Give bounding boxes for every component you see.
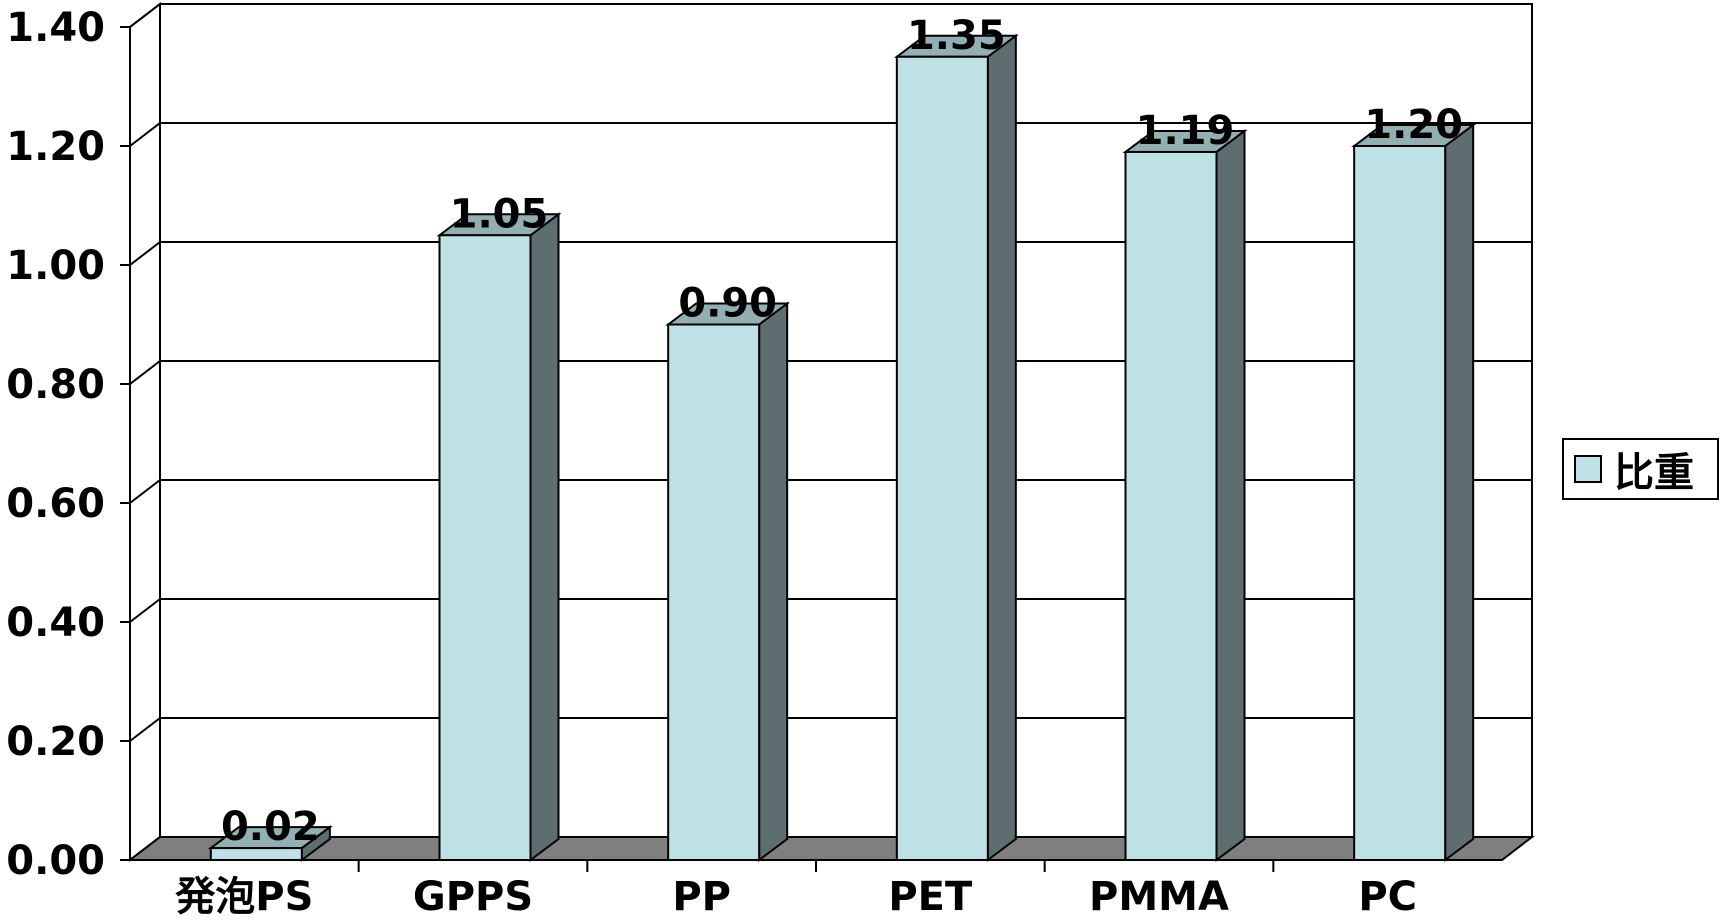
bar bbox=[1122, 128, 1248, 862]
data-label: 1.19 bbox=[1136, 108, 1235, 154]
y-tick-label: 1.20 bbox=[6, 124, 105, 170]
chart-walls bbox=[129, 1, 1533, 863]
data-label: 0.02 bbox=[221, 804, 320, 850]
legend: 比重 bbox=[1562, 438, 1719, 500]
x-tick-label: PET bbox=[888, 874, 973, 920]
bar bbox=[1351, 123, 1477, 862]
x-tick-label: PMMA bbox=[1089, 874, 1229, 920]
floor-plane bbox=[127, 836, 1535, 861]
bar bbox=[665, 301, 791, 862]
y-tick-label: 0.80 bbox=[6, 362, 105, 408]
bar-side bbox=[1444, 123, 1475, 862]
y-tick-label: 1.40 bbox=[6, 5, 105, 51]
bar bbox=[436, 212, 562, 862]
gridline-side bbox=[129, 598, 161, 623]
data-label: 0.90 bbox=[678, 281, 777, 327]
bar-side bbox=[529, 212, 560, 862]
y-tick-label: 0.60 bbox=[6, 481, 105, 527]
back-wall bbox=[159, 3, 1533, 838]
bar-front bbox=[1124, 150, 1218, 861]
legend-label: 比重 bbox=[1614, 450, 1694, 496]
bar-side bbox=[758, 301, 789, 862]
gridline-side bbox=[129, 360, 161, 385]
data-labels: 0.02 1.05 0.90 1.35 1.19 1.20 bbox=[221, 13, 1463, 850]
y-tick-label: 0.40 bbox=[6, 600, 105, 646]
chart-floor bbox=[127, 836, 1535, 872]
left-wall bbox=[129, 1, 161, 863]
bar bbox=[893, 33, 1019, 862]
bar-side bbox=[1215, 128, 1246, 862]
bars bbox=[207, 33, 1477, 862]
x-axis-labels: 発泡PS GPPS PP PET PMMA PC bbox=[175, 874, 1417, 920]
bar-side bbox=[986, 33, 1017, 862]
gridline-side bbox=[129, 122, 161, 147]
bar-front bbox=[209, 847, 303, 861]
data-label: 1.05 bbox=[450, 191, 549, 237]
y-axis-ticks: 0.00 0.20 0.40 0.60 0.80 1.00 1.20 1.40 bbox=[6, 5, 105, 884]
gridlines bbox=[120, 3, 1532, 861]
y-tick-label: 0.20 bbox=[6, 719, 105, 765]
bar-front bbox=[667, 323, 761, 861]
y-tick-label: 1.00 bbox=[6, 243, 105, 289]
gridline-side bbox=[129, 717, 161, 742]
legend-swatch bbox=[1574, 455, 1602, 483]
bar bbox=[207, 825, 333, 862]
data-label: 1.35 bbox=[907, 13, 1006, 59]
bar-front bbox=[438, 234, 532, 861]
x-tick-label: GPPS bbox=[413, 874, 533, 920]
bar-front bbox=[1353, 145, 1447, 861]
gridline-side bbox=[129, 479, 161, 504]
y-tick-label: 0.00 bbox=[6, 838, 105, 884]
bar-front bbox=[895, 55, 989, 861]
x-tick-label: PC bbox=[1358, 874, 1417, 920]
data-label: 1.20 bbox=[1364, 102, 1463, 148]
gridline-side bbox=[129, 3, 161, 28]
x-tick-label: 発泡PS bbox=[175, 874, 313, 920]
gridline-side bbox=[129, 241, 161, 266]
x-tick-label: PP bbox=[672, 874, 731, 920]
